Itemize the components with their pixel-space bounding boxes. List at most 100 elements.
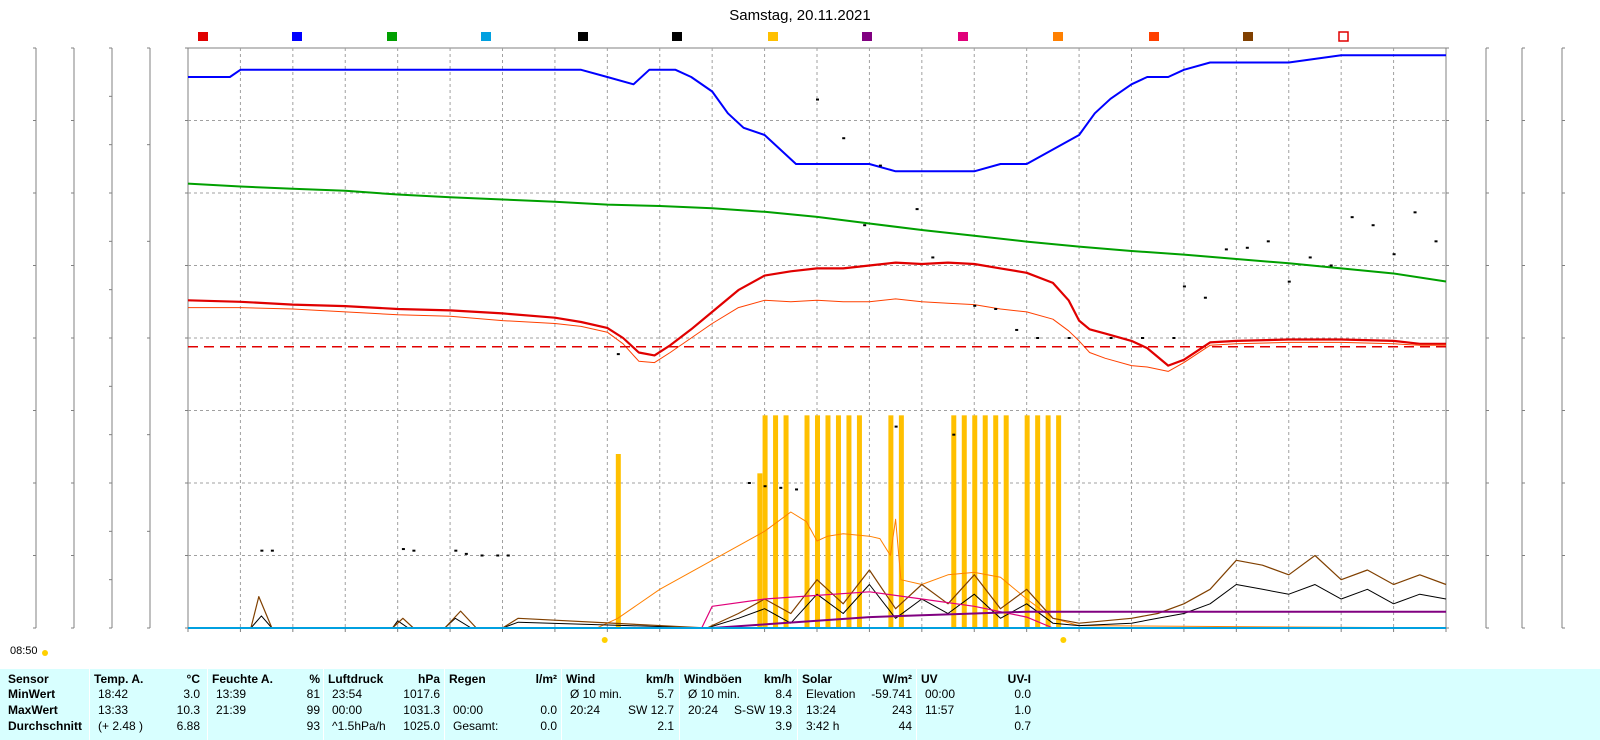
group-unit: % (309, 672, 320, 686)
group-unit: UV-I (1007, 672, 1031, 686)
group-header: Windböen (684, 672, 742, 686)
wind-direction-point (496, 554, 500, 557)
sunshine-bar (825, 415, 831, 628)
wind-direction-point (1015, 328, 1019, 331)
group-cell-label: 13:39 (216, 687, 247, 701)
legend-swatch (578, 32, 588, 41)
group-cell-label: Gesamt: (453, 719, 499, 733)
legend-swatch (672, 32, 682, 41)
wind-direction-point (816, 98, 819, 101)
group-cell-label: Elevation (806, 687, 856, 701)
group-cell-value: 0.0 (1014, 687, 1031, 701)
group-cell-value: -59.741 (871, 687, 912, 701)
wind-direction-point (1434, 240, 1438, 243)
column-separator (561, 669, 562, 740)
group-cell-label: 23:54 (332, 687, 363, 701)
series-uv (188, 591, 1446, 629)
sunshine-bar (815, 415, 820, 628)
wind-direction-point (842, 137, 846, 140)
wind-direction-point (454, 549, 458, 552)
group-cell-value: 3.9 (775, 719, 792, 733)
group-cell-label: 13:33 (98, 703, 129, 717)
legend (198, 31, 1349, 42)
legend-swatch (1243, 32, 1253, 41)
group-unit: °C (186, 672, 200, 686)
sunshine-bar (615, 454, 621, 628)
wind-direction-point (915, 208, 919, 211)
legend-swatch (862, 32, 872, 41)
legend-swatch (958, 32, 968, 41)
wind-direction-point (1172, 337, 1176, 339)
group-cell-value: 0.7 (1014, 719, 1031, 733)
series-et (188, 610, 1446, 629)
wind-direction-point (1329, 264, 1333, 267)
wind-direction-point (1245, 246, 1249, 249)
sunshine-bar (961, 415, 967, 628)
wind-direction-point (952, 433, 956, 436)
sunshine-bar (773, 415, 779, 628)
sunshine-bar (757, 473, 763, 628)
group-cell-value: 1017.6 (403, 687, 440, 701)
sunshine-bar (972, 415, 978, 628)
group-cell-label: 00:00 (453, 703, 484, 717)
wind-direction-point (1182, 285, 1186, 288)
group-cell-value: 44 (898, 719, 912, 733)
group-cell-value: 3.0 (183, 687, 200, 701)
wind-direction-point (747, 482, 751, 484)
row-label: Sensor (8, 672, 49, 686)
wind-direction-point (931, 256, 935, 259)
column-separator (679, 669, 680, 740)
group-header: UV (921, 672, 938, 686)
sunshine-bar (1024, 415, 1030, 628)
wind-direction-point (401, 548, 405, 551)
group-cell-value: S-SW 19.3 (733, 703, 792, 717)
group-cell-value: 0.0 (540, 719, 557, 733)
legend-swatch (292, 32, 302, 41)
group-cell-value: 2.1 (657, 719, 674, 733)
group-cell-label: 11:57 (925, 703, 955, 717)
series-solar (188, 511, 1447, 629)
group-cell-label: 20:24 (688, 703, 719, 717)
group-unit: l/m² (535, 672, 557, 686)
row-label: MaxWert (8, 703, 58, 717)
group-cell-value: 8.4 (775, 687, 792, 701)
group-header: Wind (566, 672, 596, 686)
sunshine-bar (1056, 415, 1062, 628)
legend-swatch (1338, 31, 1349, 42)
wind-direction-point (1308, 256, 1312, 259)
weather-chart: Samstag, 20.11.2021 (33, 7, 1565, 643)
group-cell-value: 93 (306, 719, 320, 733)
column-separator (323, 669, 324, 740)
group-cell-label: ^1.5hPa/h (332, 719, 386, 733)
wind-direction-point (1224, 248, 1228, 251)
sunshine-bar (762, 415, 768, 628)
group-cell-label: Ø 10 min. (688, 687, 741, 701)
group-cell-label: 20:24 (570, 703, 601, 717)
group-cell-value: 5.7 (657, 687, 674, 701)
legend-swatch (481, 32, 491, 41)
wind-direction-point (270, 549, 274, 552)
sunshine-bar (982, 415, 988, 628)
sunshine-bar (888, 415, 894, 628)
plot-area (187, 54, 1447, 643)
sunshine-bar (856, 415, 862, 628)
wind-direction-point (260, 549, 264, 552)
legend-swatch (768, 32, 778, 41)
wind-direction-point (1203, 296, 1207, 299)
group-unit: km/h (645, 672, 674, 686)
current-time-label: 08:50 (10, 645, 38, 657)
group-cell-label: 21:39 (216, 703, 247, 717)
wind-direction-point (795, 488, 799, 491)
group-header: Feuchte A. (212, 672, 273, 686)
wind-direction-point (894, 425, 898, 428)
group-cell-value: 1025.0 (403, 719, 440, 733)
column-separator (797, 669, 798, 740)
group-cell-value: 6.88 (176, 719, 200, 733)
group-cell-label: Ø 10 min. (570, 687, 623, 701)
row-label: Durchschnitt (8, 719, 83, 733)
wind-direction-point (1266, 240, 1270, 243)
series-feuchte-a- (188, 54, 1446, 173)
series-taupunkt (188, 298, 1446, 372)
row-label: MinWert (8, 687, 56, 701)
wind-direction-point (763, 485, 767, 488)
